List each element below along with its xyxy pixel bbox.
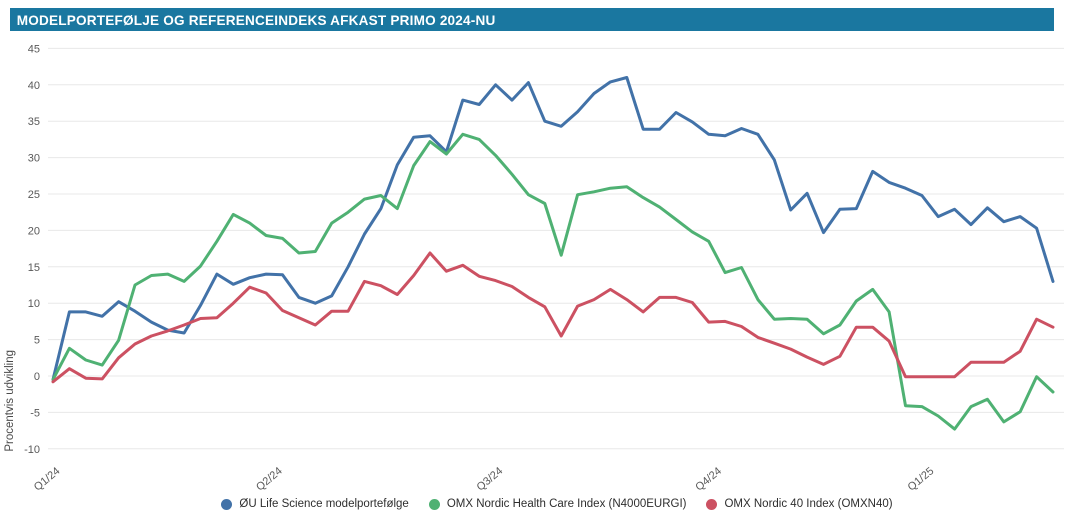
- y-tick-label: 40: [28, 80, 40, 92]
- chart-legend: ØU Life Science modelportefølge OMX Nordi…: [0, 498, 1080, 510]
- legend-item-2[interactable]: OMX Nordic 40 Index (OMXN40): [706, 498, 893, 510]
- y-axis-tick-labels: -10 -5 0 5 10 15 20 25 30 35 40 45: [24, 43, 40, 455]
- legend-dot-icon: [428, 498, 440, 510]
- x-tick-label: Q3/24: [475, 465, 506, 493]
- series-line-2: [51, 251, 1055, 384]
- y-tick-label: 25: [28, 189, 40, 201]
- chart-title: MODELPORTEFØLJE OG REFERENCEINDEKS AFKAS…: [16, 11, 496, 28]
- y-tick-label: 35: [28, 116, 40, 128]
- y-tick-label: 0: [34, 371, 40, 383]
- legend-label: ØU Life Science modelportefølge: [239, 498, 409, 510]
- line-chart: -10 -5 0 5 10 15 20 25 30 35 40 45 Q1/24 Q2/24 Q3/24 Q4…: [24, 43, 1064, 494]
- legend-dot-icon: [221, 498, 233, 510]
- y-tick-label: 20: [28, 225, 40, 237]
- x-tick-label: Q1/24: [32, 465, 63, 493]
- y-tick-label: 5: [34, 335, 40, 347]
- legend-label: OMX Nordic 40 Index (OMXN40): [724, 498, 893, 510]
- legend-item-0[interactable]: ØU Life Science modelportefølge: [221, 498, 409, 510]
- y-tick-label: -5: [30, 407, 40, 419]
- gridlines: [48, 47, 1064, 450]
- y-tick-label: 15: [28, 262, 40, 274]
- y-tick-label: 45: [28, 43, 40, 55]
- legend-dot-icon: [706, 498, 718, 510]
- y-tick-label: 30: [28, 153, 40, 165]
- y-tick-label: -10: [24, 444, 40, 456]
- x-tick-label: Q1/25: [906, 465, 937, 493]
- x-axis-tick-labels: Q1/24 Q2/24 Q3/24 Q4/24 Q1/25: [32, 465, 936, 493]
- chart-title-bar: MODELPORTEFØLJE OG REFERENCEINDEKS AFKAS…: [10, 8, 1054, 31]
- legend-item-1[interactable]: OMX Nordic Health Care Index (N4000EURGI…: [428, 498, 687, 510]
- x-tick-label: Q2/24: [254, 465, 285, 493]
- x-tick-label: Q4/24: [693, 465, 724, 493]
- y-tick-label: 10: [28, 298, 40, 310]
- series-line-0: [51, 76, 1055, 382]
- series-line-1: [51, 132, 1055, 431]
- legend-label: OMX Nordic Health Care Index (N4000EURGI…: [446, 498, 687, 510]
